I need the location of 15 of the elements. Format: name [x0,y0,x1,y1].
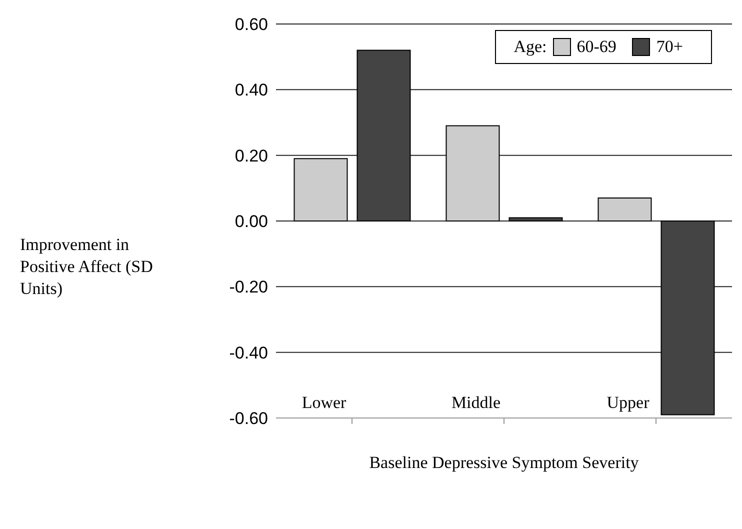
legend-label: 70+ [656,37,683,57]
y-tick-label: -0.40 [229,343,268,362]
x-tick-label: Lower [302,393,347,412]
legend-label: 60-69 [576,37,616,57]
y-tick-label: 0.00 [234,212,268,232]
y-axis-title: Improvement in Positive Affect (SD Units) [20,234,154,300]
x-tick-label: Middle [451,393,501,412]
y-tick-label: 0.60 [234,15,268,34]
legend-title: Age: [514,37,547,57]
y-tick-label: -0.20 [229,278,268,297]
y-tick-label: -0.60 [229,409,268,428]
y-tick-label: 0.20 [234,146,268,166]
y-tick-label: 0.40 [234,80,268,100]
x-axis-title: Baseline Depressive Symptom Severity [369,453,640,472]
x-tick-label: Upper [606,393,650,412]
